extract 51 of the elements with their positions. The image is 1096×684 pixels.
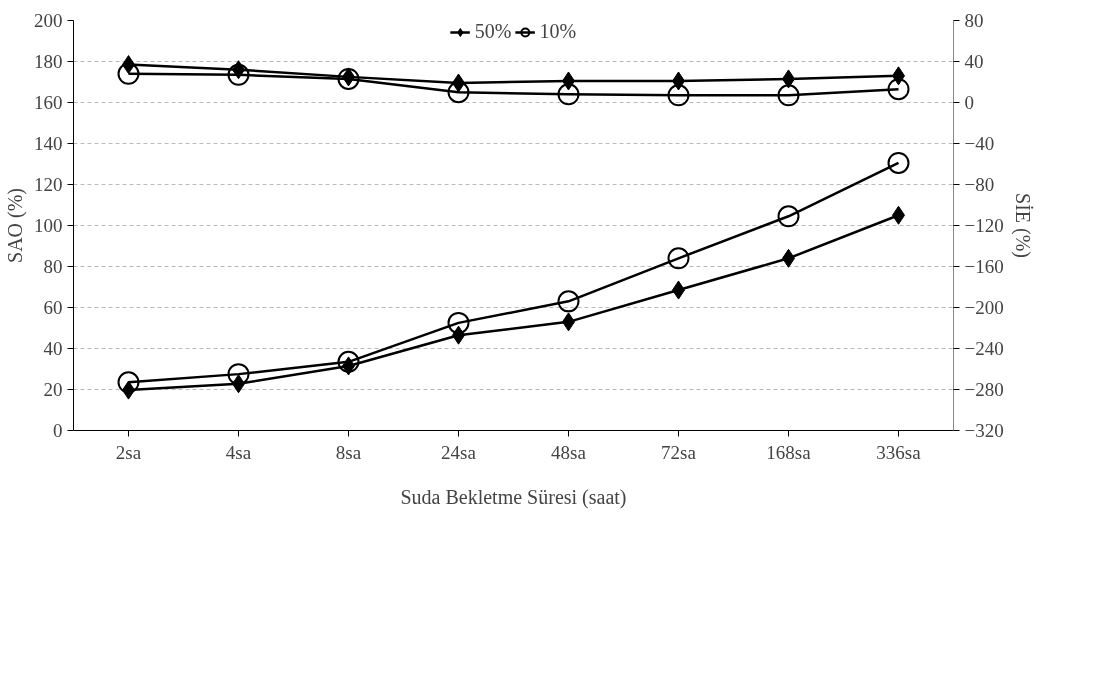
y-tick-label: 180	[34, 51, 63, 72]
y2-tick-label: −160	[964, 256, 1004, 277]
y2-tick-label: −240	[964, 338, 1004, 359]
y-tick-label: 100	[34, 215, 63, 236]
x-tick-label: 8sa	[335, 441, 362, 463]
y-tick-label: 60	[43, 297, 63, 318]
point	[777, 205, 800, 228]
x-axis-title: Suda Bekletme Süresi (saat)	[400, 485, 627, 509]
point	[117, 371, 140, 394]
y2-tick-label: −200	[964, 297, 1004, 318]
y2-tick-label: −320	[964, 420, 1004, 441]
y-tick-label: 20	[43, 379, 63, 400]
y2-axis-title: SİE (%)	[1010, 193, 1034, 258]
y2-tick-label: −40	[964, 133, 995, 154]
y2-tick-label: −120	[964, 215, 1004, 236]
point	[887, 78, 910, 101]
x-tick-label: 24sa	[441, 441, 477, 463]
x-tick-label: 48sa	[551, 441, 587, 463]
point	[337, 350, 360, 373]
x-tick-label: 168sa	[766, 441, 812, 463]
point	[777, 84, 800, 107]
x-tick-label: 72sa	[661, 441, 697, 463]
point	[887, 151, 910, 174]
y-tick-label: 80	[43, 256, 63, 277]
y-axis-title: SAO (%)	[4, 188, 27, 263]
point	[447, 311, 470, 334]
y-tick-label: 120	[34, 174, 63, 195]
point	[667, 247, 690, 270]
y-tick-label: 0	[53, 420, 63, 441]
point	[117, 62, 140, 85]
y2-tick-label: 0	[964, 92, 974, 113]
y2-tick-label: 40	[964, 51, 984, 72]
y-tick-label: 40	[43, 338, 63, 359]
y-tick-label: 160	[34, 92, 63, 113]
point	[227, 363, 250, 386]
legend-label: 10%	[539, 20, 577, 43]
y2-tick-label: −80	[964, 174, 995, 195]
y2-tick-label: −280	[964, 379, 1004, 400]
point	[557, 83, 580, 106]
legend-label: 50%	[474, 20, 512, 43]
y2-tick-label: 80	[964, 10, 984, 31]
point	[557, 290, 580, 313]
point	[337, 67, 360, 90]
y-tick-label: 200	[34, 10, 63, 31]
point	[227, 63, 250, 86]
x-tick-label: 336sa	[876, 441, 922, 463]
point	[667, 84, 690, 107]
x-tick-label: 4sa	[225, 441, 252, 463]
y-tick-label: 140	[34, 133, 63, 154]
point	[447, 81, 470, 104]
x-tick-label: 2sa	[115, 441, 142, 463]
